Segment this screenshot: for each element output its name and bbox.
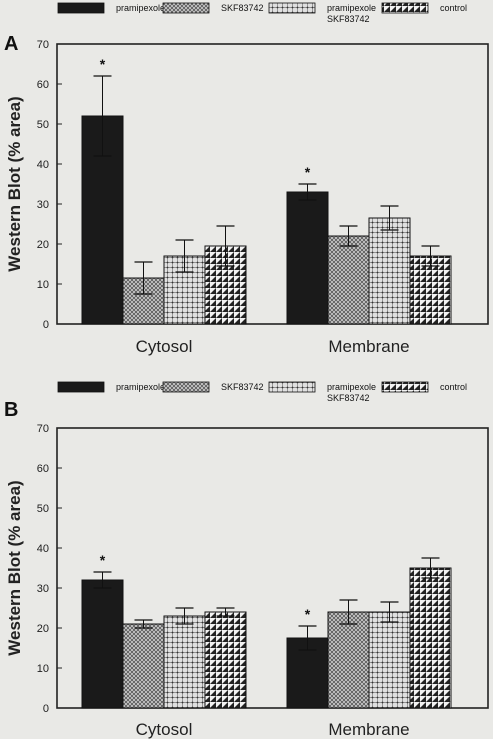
y-tick-label: 20 bbox=[37, 239, 49, 251]
y-tick-label: 0 bbox=[43, 319, 49, 331]
bar bbox=[163, 615, 206, 709]
y-tick-label: 70 bbox=[37, 423, 49, 435]
bar bbox=[81, 115, 124, 325]
legend-swatch-1 bbox=[162, 2, 210, 14]
legend-label-3: control bbox=[440, 382, 467, 392]
significance-marker: * bbox=[305, 164, 311, 180]
legend-label-2: pramipexole bbox=[327, 3, 376, 13]
legend-swatch-0 bbox=[57, 2, 105, 14]
category-label: Cytosol bbox=[136, 337, 193, 356]
y-tick-label: 50 bbox=[37, 503, 49, 515]
legend-label-1: SKF83742 bbox=[221, 3, 264, 13]
legend-swatch-3 bbox=[381, 2, 429, 14]
y-tick-label: 0 bbox=[43, 703, 49, 715]
y-axis-label: Western Blot (% area) bbox=[5, 96, 24, 271]
y-tick-label: 40 bbox=[37, 159, 49, 171]
y-tick-label: 70 bbox=[37, 39, 49, 51]
legend-label-2: pramipexole bbox=[327, 382, 376, 392]
legend-label-0: pramipexole bbox=[116, 3, 165, 13]
bar bbox=[204, 611, 247, 709]
panel-label: B bbox=[4, 399, 18, 421]
y-tick-label: 10 bbox=[37, 279, 49, 291]
category-label: Cytosol bbox=[136, 720, 193, 739]
y-tick-label: 50 bbox=[37, 119, 49, 131]
chart-panel-b: pramipexole SKF83742 pramipexoleSKF83742co… bbox=[4, 381, 489, 739]
legend-swatch-0 bbox=[57, 381, 105, 393]
y-tick-label: 60 bbox=[37, 79, 49, 91]
significance-marker: * bbox=[305, 606, 311, 622]
plot-frame bbox=[56, 43, 489, 325]
bar bbox=[327, 235, 370, 325]
chart-panel-a: pramipexole SKF83742 pramipexoleSKF83742co… bbox=[4, 2, 489, 356]
y-axis-label: Western Blot (% area) bbox=[5, 480, 24, 655]
y-tick-label: 40 bbox=[37, 543, 49, 555]
y-tick-label: 10 bbox=[37, 663, 49, 675]
legend-swatch-3 bbox=[381, 381, 429, 393]
panel-label: A bbox=[4, 33, 18, 55]
legend-label-1: SKF83742 bbox=[221, 382, 264, 392]
legend-label-3: control bbox=[440, 3, 467, 13]
bar bbox=[368, 611, 411, 709]
y-tick-label: 30 bbox=[37, 199, 49, 211]
bar bbox=[368, 217, 411, 325]
significance-marker: * bbox=[100, 552, 106, 568]
y-tick-label: 60 bbox=[37, 463, 49, 475]
y-tick-label: 20 bbox=[37, 623, 49, 635]
bar bbox=[409, 567, 452, 709]
significance-marker: * bbox=[100, 56, 106, 72]
bar bbox=[409, 255, 452, 325]
bar bbox=[286, 191, 329, 325]
legend-swatch-2 bbox=[268, 2, 316, 14]
legend-swatch-2 bbox=[268, 381, 316, 393]
category-label: Membrane bbox=[328, 720, 409, 739]
category-label: Membrane bbox=[328, 337, 409, 356]
y-tick-label: 30 bbox=[37, 583, 49, 595]
plot-frame bbox=[56, 427, 489, 709]
bar bbox=[122, 623, 165, 709]
bar bbox=[327, 611, 370, 709]
bar bbox=[81, 579, 124, 709]
legend-label-0: pramipexole bbox=[116, 382, 165, 392]
legend-label-2-line2: SKF83742 bbox=[327, 393, 370, 403]
legend-swatch-1 bbox=[162, 381, 210, 393]
legend-label-2-line2: SKF83742 bbox=[327, 14, 370, 24]
